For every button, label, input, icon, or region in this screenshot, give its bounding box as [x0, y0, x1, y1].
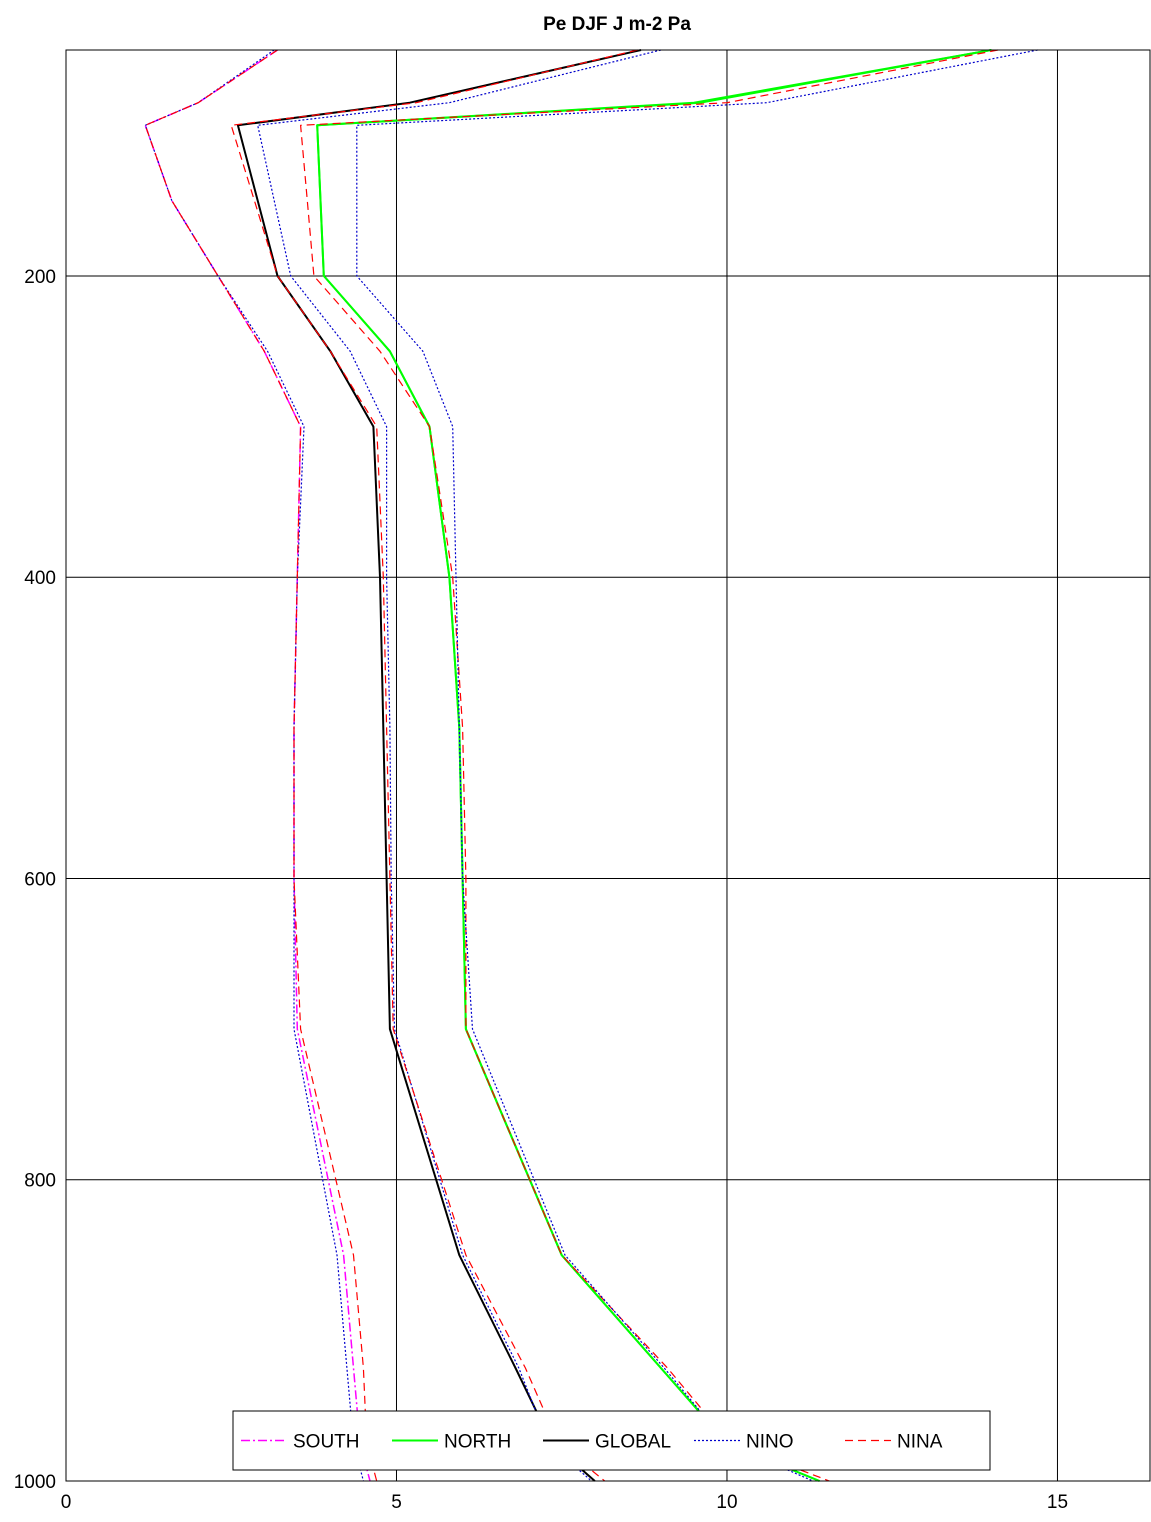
x-tick-label: 10	[716, 1492, 737, 1513]
series-line-south	[144, 49, 371, 1482]
legend-label-nina: NINA	[897, 1432, 943, 1453]
series-line-profile-5	[316, 49, 992, 1482]
axis-ticks: 0 5 10 15 200 400 600 800 1000	[14, 267, 1068, 1513]
series-line-profile-9	[144, 49, 378, 1482]
legend-label-nino: NINO	[746, 1432, 794, 1453]
y-tick-label: 600	[24, 869, 56, 890]
x-tick-label: 0	[61, 1492, 72, 1513]
chart-title: Pe DJF J m-2 Pa	[543, 14, 691, 35]
plot-frame	[65, 49, 1151, 1482]
legend: SOUTH NORTH GLOBAL NINO NINA	[232, 1410, 991, 1471]
plot-area	[66, 50, 1150, 1481]
series-lines	[144, 49, 1038, 1482]
y-tick-label: 800	[24, 1171, 56, 1192]
x-tick-label: 5	[391, 1492, 402, 1513]
series-line-nina	[230, 49, 638, 1482]
grid	[66, 50, 1150, 1481]
series-line-nino	[257, 49, 662, 1482]
y-tick-label: 200	[24, 267, 56, 288]
series-line-profile-6	[300, 49, 999, 1482]
series-line-profile-8	[144, 49, 364, 1482]
legend-label-north: NORTH	[444, 1432, 511, 1453]
legend-label-south: SOUTH	[293, 1432, 360, 1453]
y-tick-label: 400	[24, 568, 56, 589]
x-tick-label: 15	[1047, 1492, 1068, 1513]
series-line-profile-7	[356, 49, 1038, 1482]
legend-label-global: GLOBAL	[595, 1432, 671, 1453]
series-line-global	[236, 49, 642, 1482]
y-tick-label: 1000	[14, 1472, 56, 1493]
